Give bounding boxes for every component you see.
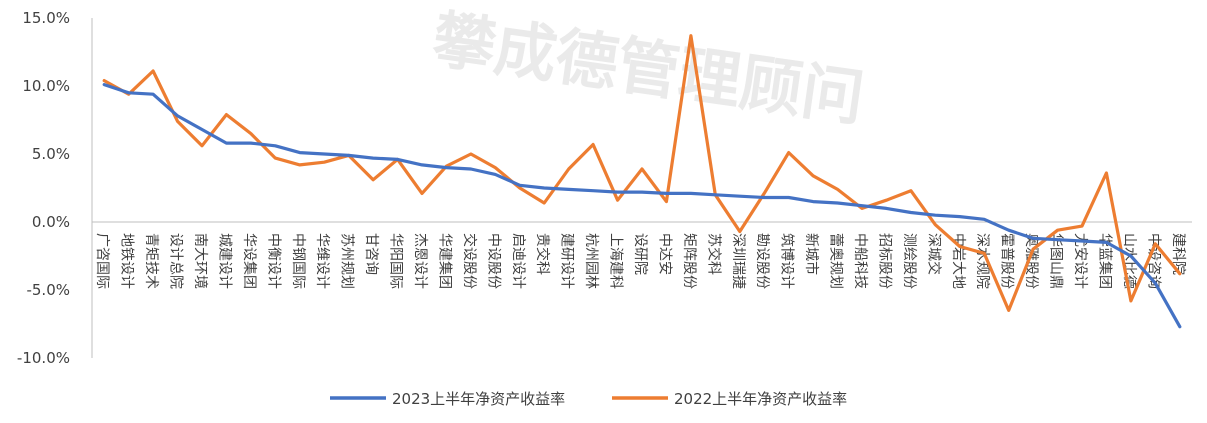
x-tick-label: 中设股份 [485, 233, 501, 289]
x-tick-label: 华设集团 [241, 233, 258, 289]
x-tick-label: 杰恩设计 [412, 233, 428, 289]
x-tick-label: 城建设计 [216, 233, 232, 289]
y-tick-label: 15.0% [22, 9, 70, 27]
x-tick-label: 设研院 [632, 233, 648, 275]
series-layer [102, 34, 1182, 329]
x-tick-label: 南大环境 [192, 233, 208, 289]
watermark: 攀成德管理顾问 [428, 2, 868, 135]
x-tick-label: 杭州园林 [583, 233, 599, 289]
x-tick-label: 矩阵股份 [681, 233, 697, 289]
x-tick-label: 上海建科 [608, 233, 624, 289]
y-tick-label: -5.0% [26, 281, 70, 299]
x-tick-label: 深圳瑞捷 [730, 233, 746, 289]
x-tick-label: 深城交 [925, 233, 942, 275]
x-tick-label: 启迪设计 [510, 233, 526, 289]
x-tick-label: 中钢国际 [290, 233, 306, 289]
x-tick-label: 招标股份 [876, 233, 892, 289]
x-tick-label: 广咨国际 [94, 233, 110, 289]
x-tick-label: 苏交科 [705, 233, 722, 275]
legend: 2023上半年净资产收益率 2022上半年净资产收益率 [330, 390, 847, 408]
x-tick-label: 设计总院 [168, 233, 184, 289]
x-tick-label: 尤安设计 [1072, 233, 1088, 289]
x-tick-label: 勘设股份 [754, 233, 770, 289]
series-line-2023 [102, 83, 1182, 329]
x-tick-label: 测绘股份 [901, 233, 917, 289]
x-tick-label: 霍普股份 [999, 233, 1015, 289]
x-tick-label: 中衡设计 [265, 233, 281, 289]
x-tick-label: 华维设计 [314, 233, 330, 289]
x-tick-label: 筑博设计 [779, 233, 796, 289]
x-tick-label: 华阳国际 [388, 233, 404, 289]
x-tick-label: 青矩技术 [143, 233, 159, 289]
series-line-2022 [102, 34, 1182, 312]
x-tick-label: 交设股份 [461, 233, 478, 289]
x-tick-label: 建研设计 [559, 233, 575, 289]
x-tick-label: 中达安 [656, 233, 672, 275]
x-tick-label: 华图山鼎 [1048, 233, 1064, 289]
x-tick-label: 贵交科 [534, 233, 551, 275]
x-tick-label: 地铁设计 [119, 233, 135, 289]
x-tick-label: 华蓝集团 [1096, 233, 1113, 289]
y-axis: 15.0% 10.0% 5.0% 0.0% -5.0% -10.0% [17, 9, 93, 367]
y-tick-label: -10.0% [17, 349, 70, 367]
legend-label-2023: 2023上半年净资产收益率 [392, 390, 565, 408]
y-tick-label: 10.0% [22, 77, 70, 95]
y-tick-label: 5.0% [32, 145, 70, 163]
x-tick-label: 蕾奥规划 [828, 233, 845, 289]
x-tick-label: 甘咨询 [363, 233, 379, 275]
x-axis: 广咨国际 地铁设计 青矩技术 设计总院 南大环境 城建设计 华设集团 中衡设计 中钢国际 华维设计… [92, 221, 1192, 289]
legend-label-2022: 2022上半年净资产收益率 [674, 390, 847, 408]
x-tick-label: 建科院 [1170, 233, 1186, 275]
x-tick-label: 苏州规划 [339, 233, 355, 289]
x-tick-label: 中船科技 [852, 233, 868, 289]
x-tick-label: 华建集团 [436, 233, 453, 289]
x-tick-label: 新城市 [803, 233, 820, 275]
x-tick-label: 奥雅股份 [1023, 233, 1040, 289]
x-tick-label: 深水规院 [974, 233, 990, 289]
y-tick-label: 0.0% [32, 213, 70, 231]
